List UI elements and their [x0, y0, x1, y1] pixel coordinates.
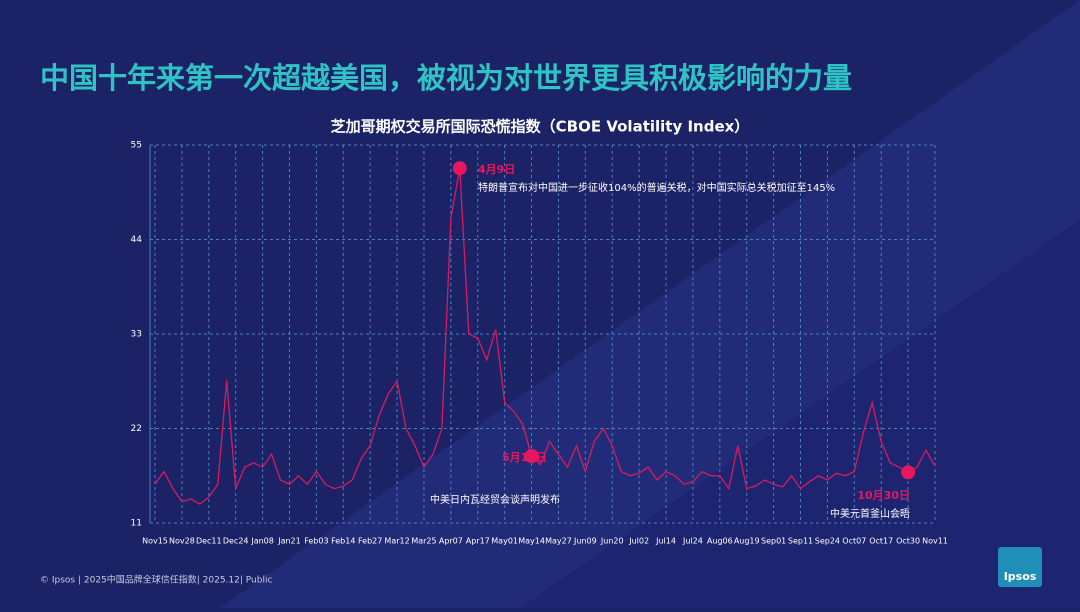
x-tick-label: Oct17 — [869, 537, 893, 546]
x-tick-label: Apr17 — [466, 537, 490, 546]
x-tick-label: Dec11 — [196, 537, 222, 546]
x-tick-label: Jun09 — [573, 537, 597, 546]
x-tick-label: Feb27 — [358, 537, 382, 546]
x-tick-label: Aug19 — [734, 537, 760, 546]
annotation-label: 5月12日 — [502, 451, 547, 464]
x-tick-label: May14 — [518, 537, 545, 546]
x-tick-label: Dec24 — [223, 537, 249, 546]
x-tick-label: Feb14 — [331, 537, 355, 546]
x-tick-label: Sep24 — [815, 537, 840, 546]
x-tick-label: Oct30 — [896, 537, 920, 546]
x-tick-label: Jul14 — [655, 537, 676, 546]
annotation-label: 10月30日 — [857, 489, 910, 502]
annotation-text: 特朗普宣布对中国进一步征收104%的普遍关税，对中国实际总关税加征至145% — [478, 181, 835, 194]
annotation-label: 4月9日 — [478, 163, 515, 176]
x-tick-label: Feb03 — [304, 537, 328, 546]
x-tick-label: Mar25 — [411, 537, 436, 546]
plot: 11 22 33 44 55 Nov15 Nov28 Dec11 Dec24 Jan08 Jan21… — [131, 141, 948, 546]
annotation-dot — [901, 465, 916, 480]
x-tick-label: Jul24 — [682, 537, 703, 546]
x-tick-label: Sep11 — [788, 537, 813, 546]
annotation-dot — [524, 448, 539, 463]
page-title: 中国十年来第一次超越美国，被视为对世界更具积极影响的力量 — [40, 61, 852, 95]
annotation-text: 中美日内瓦经贸会谈声明发布 — [430, 493, 560, 506]
y-tick-label: 11 — [131, 519, 142, 529]
data-line — [154, 168, 936, 505]
x-tick-label: Aug06 — [707, 537, 733, 546]
x-tick-label: Jun20 — [600, 537, 624, 546]
y-tick-label: 44 — [131, 235, 143, 245]
x-tick-label: Nov15 — [142, 537, 168, 546]
footer: © Ipsos | 2025中国品牌全球信任指数| 2025.12| Publi… — [40, 574, 272, 586]
x-tick-label: Jan08 — [250, 537, 274, 546]
y-tick-label: 33 — [131, 330, 142, 340]
x-tick-label: Nov28 — [169, 537, 195, 546]
x-tick-label: Mar12 — [384, 537, 409, 546]
annotation-dot — [452, 161, 467, 176]
logo-text: Ipsos — [1004, 570, 1037, 583]
background-shape — [520, 220, 1080, 608]
y-tick-label: 55 — [131, 141, 142, 151]
x-tick-label: Jan21 — [277, 537, 301, 546]
x-tick-label: Jul02 — [628, 537, 649, 546]
x-tick-label: Oct07 — [842, 537, 866, 546]
x-tick-label: Sep01 — [761, 537, 786, 546]
y-tick-label: 22 — [131, 424, 142, 434]
annotation-text: 中美元首釜山会晤 — [830, 507, 910, 520]
x-tick-label: May01 — [491, 537, 518, 546]
chart-title: 芝加哥期权交易所国际恐慌指数（CBOE Volatility Index） — [331, 118, 750, 136]
logo — [998, 547, 1042, 587]
x-tick-label: Nov11 — [922, 537, 948, 546]
x-tick-label: May27 — [545, 537, 572, 546]
x-tick-label: Apr07 — [439, 537, 463, 546]
